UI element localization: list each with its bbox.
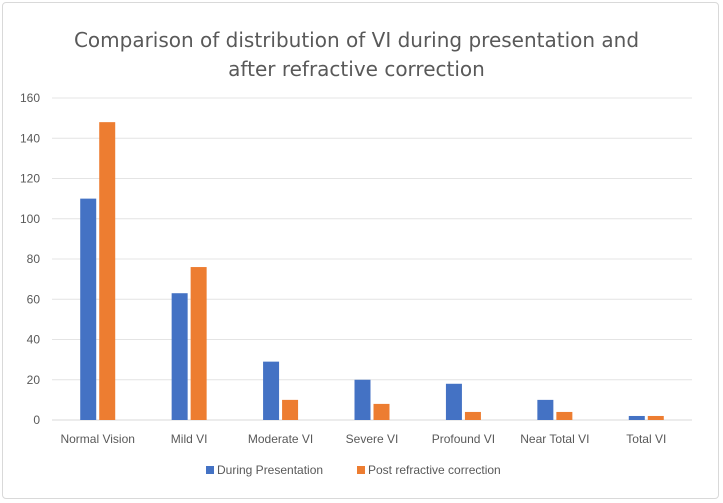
legend-swatch-during-presentation: [206, 466, 214, 474]
bar-during-presentation: [263, 361, 280, 420]
y-tick-label: 160: [20, 91, 40, 105]
y-tick-label: 0: [33, 413, 40, 427]
y-tick-label: 60: [27, 292, 41, 306]
bar-post-correction: [282, 399, 299, 420]
x-tick-label: Severe VI: [346, 432, 399, 446]
bar-post-correction: [647, 415, 664, 420]
bar-during-presentation: [628, 415, 645, 420]
y-tick-label: 120: [20, 172, 40, 186]
gridlines: [52, 97, 692, 421]
x-tick-label: Moderate VI: [248, 432, 313, 446]
y-tick-label: 40: [27, 333, 41, 347]
chart-title-line-2: after refractive correction: [228, 57, 485, 81]
bar-post-correction: [556, 411, 573, 420]
bar-during-presentation: [171, 293, 188, 420]
x-axis: Normal Vision Mild VI Moderate VI Severe VI…: [60, 432, 666, 446]
bar-during-presentation: [445, 383, 462, 420]
x-tick-label: Normal Vision: [60, 432, 134, 446]
x-tick-label: Profound VI: [432, 432, 495, 446]
bars: [80, 122, 664, 421]
legend-swatch-post-correction: [357, 466, 365, 474]
chart-title-line-1: Comparison of distribution of VI during …: [73, 28, 640, 52]
bar-during-presentation: [80, 198, 97, 420]
bar-post-correction: [99, 122, 116, 421]
x-tick-label: Near Total VI: [520, 432, 589, 446]
bar-post-correction: [190, 267, 207, 420]
x-tick-label: Mild VI: [171, 432, 208, 446]
y-axis: 0 20 40 60 80 100 120 140 160: [20, 91, 40, 427]
bar-post-correction: [464, 411, 481, 420]
y-tick-label: 20: [27, 373, 41, 387]
x-tick-label: Total VI: [626, 432, 666, 446]
chart-title: Comparison of distribution of VI during …: [0, 26, 713, 84]
legend-label-during-presentation: During Presentation: [217, 463, 323, 477]
bar-during-presentation: [537, 399, 554, 420]
legend: During Presentation Post refractive corre…: [206, 463, 501, 477]
y-tick-label: 80: [27, 252, 41, 266]
bar-during-presentation: [354, 379, 371, 420]
y-tick-label: 100: [20, 212, 40, 226]
bar-post-correction: [373, 403, 390, 420]
legend-label-post-correction: Post refractive correction: [368, 463, 501, 477]
y-tick-label: 140: [20, 131, 40, 145]
